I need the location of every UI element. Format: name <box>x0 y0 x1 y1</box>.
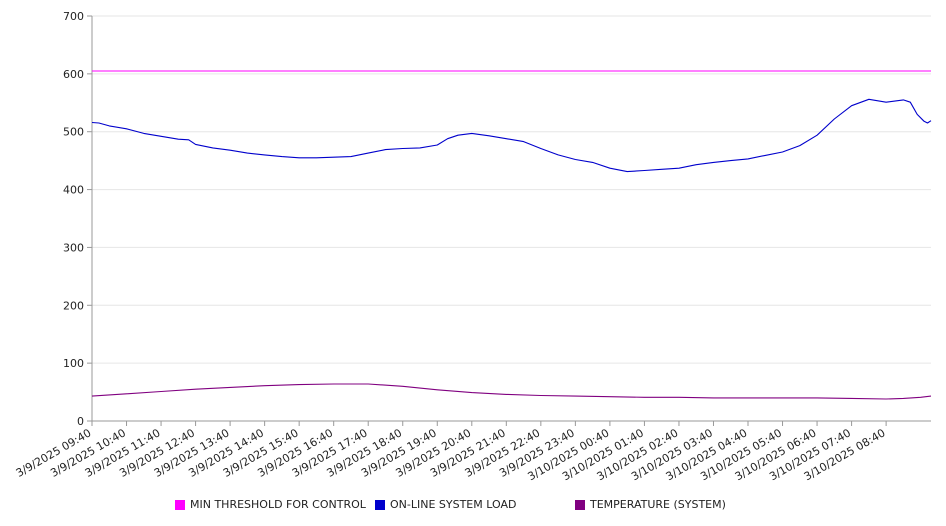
legend-swatch-system-load <box>375 499 385 510</box>
y-tick-label: 300 <box>63 241 84 254</box>
legend-label-min-threshold: MIN THRESHOLD FOR CONTROL <box>190 498 366 511</box>
legend-swatch-temperature <box>575 499 585 510</box>
series-line-system-load <box>91 98 932 173</box>
series-line-temperature <box>91 383 932 400</box>
y-tick-label: 500 <box>63 126 84 139</box>
grid-lines <box>92 15 931 364</box>
axes <box>87 15 931 426</box>
legend-label-temperature: TEMPERATURE (SYSTEM) <box>590 498 726 511</box>
y-tick-label: 0 <box>77 415 84 428</box>
legend-swatch-min-threshold <box>175 499 185 510</box>
legend-item-temperature[interactable]: TEMPERATURE (SYSTEM) <box>575 498 726 511</box>
y-tick-label: 400 <box>63 184 84 197</box>
legend-item-system-load[interactable]: ON-LINE SYSTEM LOAD <box>375 498 516 511</box>
legend: MIN THRESHOLD FOR CONTROL ON-LINE SYSTEM… <box>0 498 946 514</box>
y-tick-label: 100 <box>63 357 84 370</box>
series-lines <box>91 70 932 400</box>
y-tick-label: 700 <box>63 10 84 23</box>
legend-label-system-load: ON-LINE SYSTEM LOAD <box>390 498 517 511</box>
y-tick-label: 600 <box>63 68 84 81</box>
legend-item-min-threshold[interactable]: MIN THRESHOLD FOR CONTROL <box>175 498 366 511</box>
y-tick-label: 200 <box>63 299 84 312</box>
